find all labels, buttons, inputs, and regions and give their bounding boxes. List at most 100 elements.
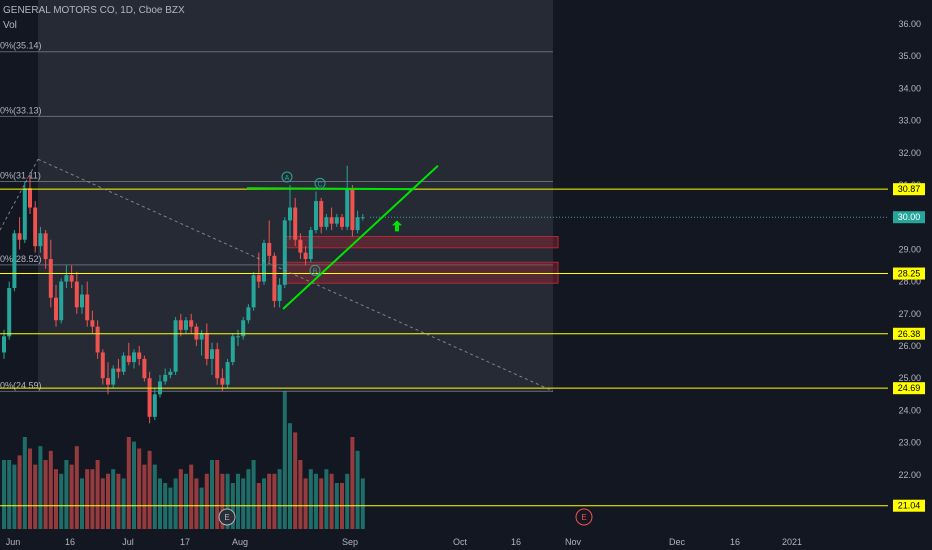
y-tick-label: 34.00 [898,83,921,93]
volume-bar [7,460,12,529]
candle-body [173,320,178,372]
x-tick-label: Nov [565,537,582,547]
candle-body [298,239,303,253]
candle-body [251,275,256,308]
volume-label: Vol [3,20,17,31]
candle-body [225,362,230,385]
candle-body [80,294,84,308]
y-tick-label: 24.00 [898,405,921,415]
volume-bar [69,464,74,529]
y-tick-label: 35.00 [898,51,921,61]
candle-body [163,374,168,382]
x-tick-label: Aug [232,537,248,547]
symbol-title: GENERAL MOTORS CO, 1D, Cboe BZX [3,5,185,16]
volume-bar [184,473,188,529]
candle-body [314,201,318,231]
drawings: A C B [0,158,554,392]
volume-bar [324,469,329,529]
volume-bars [2,391,365,529]
volume-bar [220,473,225,529]
candle-body [293,207,298,240]
volume-bar [74,446,79,529]
x-tick-label: 16 [730,537,740,547]
volume-bar [314,473,318,529]
last-price-label: 30.00 [898,212,921,222]
volume-bar [282,391,287,529]
candle-body [38,233,43,247]
candle-body [194,326,199,340]
volume-bar [277,469,282,529]
shaded-range [38,0,553,391]
candle-body [33,207,38,247]
candle-body [355,217,360,231]
up-arrow-icon [392,220,402,232]
volume-bar [22,437,27,529]
fib-label: 0%(24.59) [0,380,42,390]
candle-body [256,275,261,282]
level-tag-label: 24.69 [898,383,921,393]
candle-body [204,333,209,359]
volume-bar [147,450,152,529]
volume-bar [293,432,298,529]
candle-body [288,207,292,221]
fib-levels: 0%(35.14) 0%(33.13) 0%(31.11) 0%(28.52) 0%(2… [0,41,553,392]
volume-bar [116,473,121,529]
candle-body [48,259,53,298]
x-tick-label: Dec [669,537,686,547]
volume-bar [95,460,100,529]
volume-bar [33,464,38,529]
volume-bar [360,478,365,529]
volume-bar [215,460,220,529]
volume-bar [189,464,194,529]
candle-body [262,242,266,282]
level-tag-label: 30.87 [898,184,921,194]
volume-bar [173,478,178,529]
candle-body [54,297,58,321]
candle-body [236,336,240,338]
y-tick-label: 32.00 [898,148,921,158]
level-tag [893,183,925,196]
volume-bar [126,437,131,529]
level-tags: 30.87 28.25 26.38 24.69 21.04 30.00 [893,183,925,512]
candle-body [85,294,90,321]
candle-body [350,188,355,231]
pattern-point-label: A [285,175,290,182]
y-tick-label: 22.00 [898,470,921,480]
fib-label: 0%(28.52) [0,254,42,264]
candle-body [272,255,277,301]
volume-bar [17,455,22,529]
volume-bar [178,469,183,529]
candle-body [17,233,22,240]
volume-bar [28,448,32,529]
volume-bar [142,464,147,529]
candle-body [303,252,308,260]
candle-body [116,368,121,372]
earnings-marker-label: E [224,513,229,522]
candle-body [74,281,79,308]
y-tick-label: 36.00 [898,19,921,29]
candle-body [132,352,136,363]
volume-bar [210,460,214,529]
y-tick-label: 28.00 [898,277,921,287]
candle-body [340,217,344,227]
volume-bar [303,478,308,529]
volume-bar [262,478,266,529]
candle-body [121,355,126,372]
candle-body [12,233,17,289]
candle-body [59,281,64,321]
level-tag [893,499,925,512]
y-tick-label: 26.00 [898,341,921,351]
volume-bar [308,469,313,529]
volume-bar [319,478,324,529]
last-price-tag [893,211,925,224]
x-tick-label: 17 [180,537,190,547]
candle-body [308,230,313,260]
volume-bar [345,473,350,529]
x-tick-label: Jul [122,537,134,547]
level-tag-label: 21.04 [898,501,921,511]
x-tick-label: 16 [511,537,521,547]
candle-body [246,307,251,321]
volume-bar [132,441,136,529]
volume-bar [199,487,204,529]
